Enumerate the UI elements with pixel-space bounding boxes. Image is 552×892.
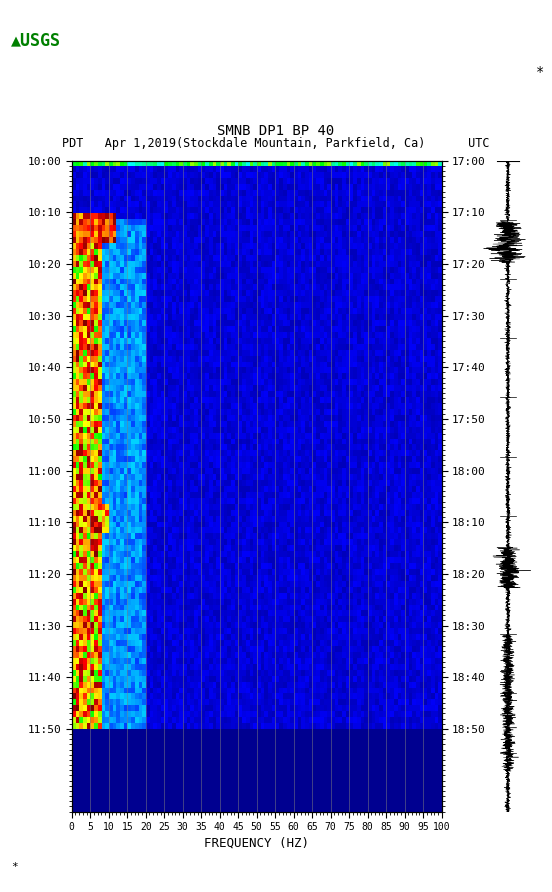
Text: *: *: [11, 862, 18, 871]
X-axis label: FREQUENCY (HZ): FREQUENCY (HZ): [204, 837, 309, 849]
Text: PDT   Apr 1,2019(Stockdale Mountain, Parkfield, Ca)      UTC: PDT Apr 1,2019(Stockdale Mountain, Parkf…: [62, 136, 490, 150]
Text: SMNB DP1 BP 40: SMNB DP1 BP 40: [217, 124, 335, 138]
Text: *: *: [535, 65, 544, 78]
Text: ▲USGS: ▲USGS: [11, 31, 61, 49]
